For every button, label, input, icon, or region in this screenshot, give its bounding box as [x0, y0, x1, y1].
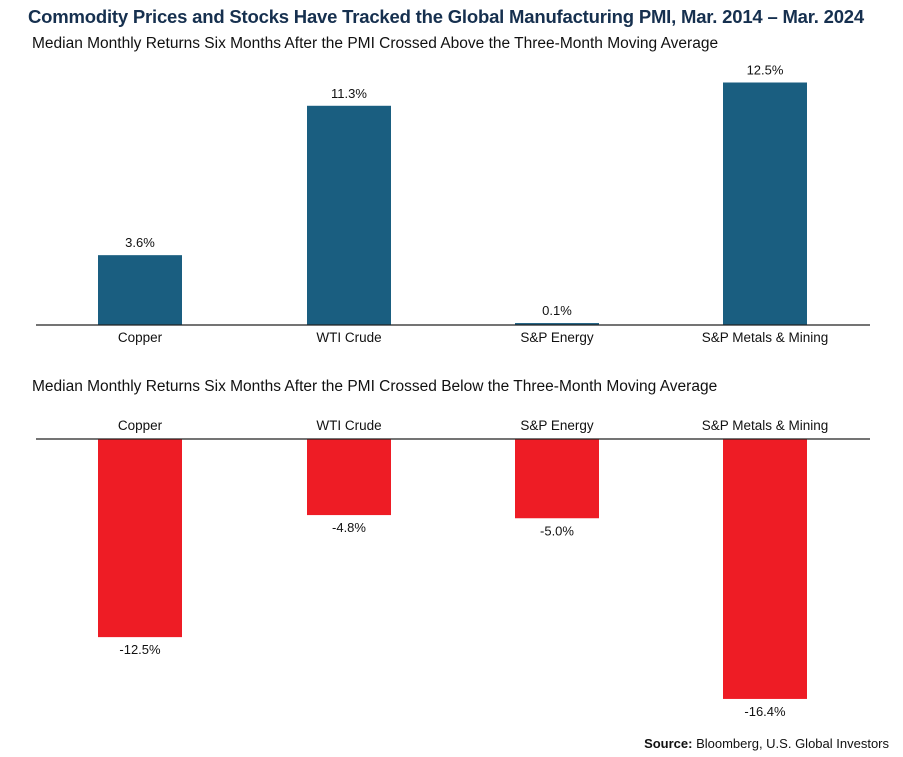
- top-bar-wti-crude: [307, 105, 391, 325]
- top-bar-sandp-metals-and-mining: [723, 82, 807, 325]
- bottom-data-label-wti-crude: -4.8%: [332, 520, 366, 535]
- bottom-bar-sandp-metals-and-mining: [723, 439, 807, 699]
- top-data-label-sandp-energy: 0.1%: [542, 303, 572, 318]
- bottom-category-label-wti-crude: WTI Crude: [316, 418, 381, 433]
- bottom-data-label-sandp-energy: -5.0%: [540, 523, 574, 538]
- top-data-label-sandp-metals-and-mining: 12.5%: [747, 63, 784, 78]
- top-data-label-wti-crude: 11.3%: [331, 86, 367, 101]
- top-data-label-copper: 3.6%: [125, 235, 155, 250]
- top-category-label-wti-crude: WTI Crude: [316, 330, 381, 345]
- top-category-label-sandp-energy: S&P Energy: [520, 330, 594, 345]
- bottom-category-label-sandp-metals-and-mining: S&P Metals & Mining: [702, 418, 829, 433]
- top-bar-sandp-energy: [515, 323, 599, 325]
- top-category-label-sandp-metals-and-mining: S&P Metals & Mining: [702, 330, 829, 345]
- bottom-bar-copper: [98, 439, 182, 638]
- bottom-category-label-copper: Copper: [118, 418, 163, 433]
- bottom-data-label-copper: -12.5%: [119, 642, 161, 657]
- chart-title: Commodity Prices and Stocks Have Tracked…: [28, 6, 864, 27]
- top-category-label-copper: Copper: [118, 330, 163, 345]
- source-text: Bloomberg, U.S. Global Investors: [692, 736, 889, 751]
- bottom-bar-wti-crude: [307, 439, 391, 516]
- top-bar-copper: [98, 255, 182, 325]
- source-label: Source:: [644, 736, 693, 751]
- source-note: Source: Bloomberg, U.S. Global Investors: [644, 736, 889, 751]
- bottom-data-label-sandp-metals-and-mining: -16.4%: [744, 704, 786, 719]
- bottom-bar-sandp-energy: [515, 439, 599, 519]
- bottom-category-label-sandp-energy: S&P Energy: [520, 418, 594, 433]
- top-chart-subtitle: Median Monthly Returns Six Months After …: [32, 35, 719, 52]
- bottom-chart-subtitle: Median Monthly Returns Six Months After …: [32, 378, 718, 395]
